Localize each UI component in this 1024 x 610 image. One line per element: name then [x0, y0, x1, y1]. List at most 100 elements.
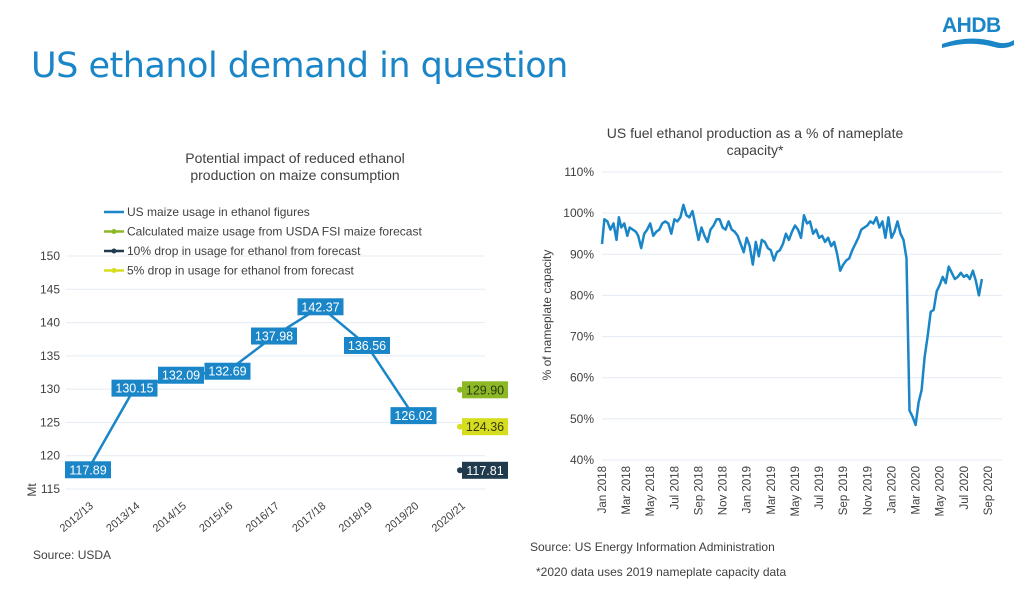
x-tick-label: Jan 2019 [742, 466, 754, 513]
x-tick-label: May 2020 [935, 466, 947, 517]
data-label-box [344, 336, 390, 354]
right-chart-x-ticks: Jan 2018 Mar 2018 May 2018 Jul 2018 Sep 2018… [597, 466, 995, 517]
x-tick-label: Jul 2019 [814, 466, 826, 509]
y-tick-label: 80% [570, 288, 594, 302]
y-tick-label: 110% [564, 165, 594, 179]
x-tick-label: 2016/17 [244, 500, 282, 535]
data-label-box [297, 298, 344, 316]
data-label-box [462, 461, 508, 479]
data-label: 126.02 [394, 409, 432, 423]
left-chart-title-line-2: production on maize consumption [190, 167, 400, 183]
y-tick-label: 135 [40, 349, 60, 363]
x-tick-label: Nov 2018 [718, 466, 730, 515]
x-tick-label: 2012/13 [58, 500, 96, 535]
y-tick-label: 60% [570, 371, 594, 385]
x-tick-label: Sep 2019 [838, 466, 850, 515]
x-tick-label: Jan 2018 [597, 466, 609, 513]
data-label: 124.36 [466, 420, 504, 434]
right-chart-y-ticks: 40% 50% 60% 70% 80% 90% 100% 110% [563, 165, 594, 467]
x-tick-label: 2013/14 [104, 500, 142, 535]
left-chart-gridlines [66, 255, 485, 490]
left-chart: 115 120 125 130 135 140 145 150 Mt 2012/13 2013/… [25, 205, 508, 535]
x-tick-label: May 2018 [645, 466, 657, 517]
left-chart-source: Source: USDA [33, 548, 112, 562]
right-chart-gridlines [602, 171, 1002, 461]
logo-text: AHDB [942, 14, 1001, 37]
y-tick-label: 40% [570, 453, 594, 467]
data-label-box [204, 362, 251, 380]
left-chart-legend: US maize usage in ethanol figures Calcula… [104, 205, 422, 278]
legend-marker [111, 248, 117, 254]
y-tick-label: 145 [40, 282, 60, 296]
series-point [457, 423, 463, 430]
data-label: 136.56 [348, 339, 386, 353]
series-point [457, 386, 463, 393]
y-tick-label: 50% [570, 412, 594, 426]
series-line [600, 203, 984, 427]
x-tick-label: Sep 2018 [693, 466, 705, 515]
data-label: 142.37 [301, 300, 339, 314]
right-chart-footnote: *2020 data uses 2019 nameplate capacity … [536, 565, 787, 579]
x-tick-label: Jul 2020 [959, 466, 971, 509]
data-label: 132.09 [162, 369, 200, 383]
legend-label: 5% drop in usage for ethanol from foreca… [127, 264, 354, 278]
legend-marker [111, 229, 117, 234]
left-chart-y-ticks: 115 120 125 130 135 140 145 150 [40, 249, 60, 496]
x-tick-label: 2015/16 [197, 500, 235, 535]
legend-label: 10% drop in usage for ethanol from forec… [127, 244, 361, 258]
y-tick-label: 120 [40, 449, 60, 463]
left-chart-x-ticks: 2012/13 2013/14 2014/15 2015/16 2016/17 2017/… [58, 500, 468, 535]
y-tick-label: 130 [40, 382, 60, 396]
right-chart-source: Source: US Energy Information Administra… [530, 540, 775, 554]
x-tick-label: 2014/15 [151, 500, 189, 535]
right-chart-lines [600, 203, 984, 427]
data-label-box [251, 327, 297, 345]
y-tick-label: 140 [40, 316, 60, 330]
legend-label: US maize usage in ethanol figures [127, 205, 310, 219]
x-tick-label: 2020/21 [430, 500, 468, 535]
x-tick-label: Nov 2019 [862, 466, 874, 515]
left-chart-title-line-1: Potential impact of reduced ethanol [185, 150, 405, 166]
x-tick-label: 2018/19 [337, 500, 375, 535]
data-label-box [390, 407, 437, 425]
logo-wave-icon [942, 38, 1014, 49]
x-tick-label: Jan 2020 [886, 466, 898, 513]
data-label-box [462, 381, 508, 399]
ahdb-logo: AHDB [940, 14, 1016, 54]
data-label: 117.81 [466, 464, 503, 478]
x-tick-label: May 2019 [790, 466, 802, 517]
x-tick-label: Mar 2020 [911, 466, 923, 515]
data-label-box [111, 379, 158, 397]
x-tick-label: 2017/18 [290, 500, 328, 535]
x-tick-label: Sep 2020 [983, 466, 995, 515]
left-chart-y-axis-label: Mt [25, 483, 39, 497]
page-title: US ethanol demand in question [31, 46, 568, 86]
legend-marker [111, 268, 117, 273]
data-label: 130.15 [115, 382, 153, 396]
data-label: 117.89 [69, 463, 106, 477]
x-tick-label: Mar 2019 [766, 466, 778, 515]
data-label: 132.69 [208, 365, 246, 379]
data-label-box [158, 366, 204, 384]
left-chart-title: Potential impact of reduced ethanol prod… [140, 150, 450, 184]
y-tick-label: 70% [570, 330, 594, 344]
right-chart-y-axis-label: % of nameplate capacity [540, 250, 554, 381]
y-tick-label: 100% [563, 206, 594, 220]
x-tick-label: Mar 2018 [621, 466, 633, 515]
right-chart-title: US fuel ethanol production as a % of nam… [560, 125, 950, 159]
data-label-box [462, 418, 508, 436]
left-chart-data-labels: 117.89 130.15 132.09 132.69 137.98 142.37 136.… [65, 298, 508, 479]
y-tick-label: 115 [41, 482, 60, 496]
y-tick-label: 125 [40, 415, 60, 429]
data-label-box [65, 461, 111, 479]
right-chart-title-line-2: capacity* [726, 142, 784, 158]
y-tick-label: 150 [40, 249, 60, 263]
x-tick-label: Jul 2018 [669, 466, 681, 509]
x-tick-label: 2019/20 [383, 500, 421, 535]
y-tick-label: 90% [570, 247, 594, 261]
legend-label: Calculated maize usage from USDA FSI mai… [127, 225, 422, 239]
series-point [457, 467, 463, 474]
right-chart-title-line-1: US fuel ethanol production as a % of nam… [606, 125, 904, 141]
data-label: 137.98 [255, 330, 293, 344]
right-chart: 40% 50% 60% 70% 80% 90% 100% 110% % of nameplat… [540, 165, 1002, 517]
